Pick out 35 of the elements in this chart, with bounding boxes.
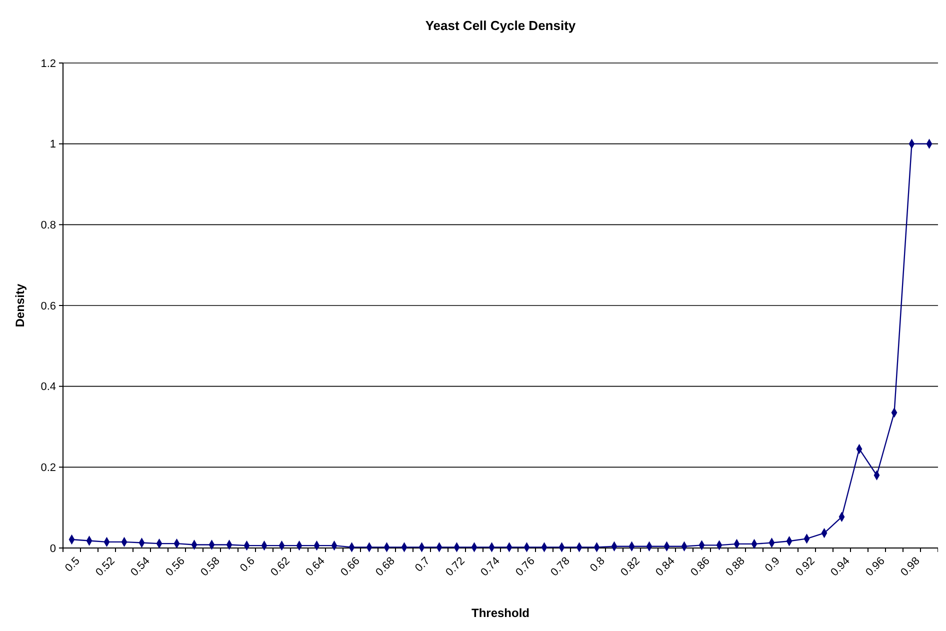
y-tick-label: 1.2 <box>40 58 56 70</box>
x-tick-label: 0.5 <box>63 555 82 574</box>
x-tick-label: 0.56 <box>164 555 188 579</box>
x-tick-label: 0.64 <box>304 555 328 579</box>
x-tick-label: 0.94 <box>828 555 852 579</box>
x-tick-label: 0.98 <box>898 555 922 579</box>
x-tick-label: 0.58 <box>198 555 222 579</box>
x-tick-label: 0.72 <box>444 555 468 579</box>
x-tick-label: 0.6 <box>238 555 258 574</box>
x-tick-label: 0.8 <box>588 555 608 574</box>
y-tick-label: 0.4 <box>40 381 56 394</box>
x-tick-label: 0.52 <box>94 555 118 579</box>
x-tick-label: 0.84 <box>654 555 678 579</box>
x-tick-label: 0.7 <box>413 555 432 574</box>
x-tick-label: 0.86 <box>688 555 712 579</box>
x-axis-title: Threshold <box>471 606 530 620</box>
x-tick-label: 0.9 <box>763 555 782 574</box>
x-tick-label: 0.68 <box>374 555 398 579</box>
y-axis-title: Density <box>13 284 27 328</box>
x-tick-label: 0.66 <box>338 555 362 579</box>
x-tick-label: 0.92 <box>794 555 818 579</box>
y-tick-label: 0 <box>50 542 56 555</box>
x-tick-label: 0.78 <box>548 555 572 579</box>
x-tick-label: 0.82 <box>618 555 642 579</box>
x-tick-label: 0.96 <box>864 555 888 579</box>
x-tick-label: 0.88 <box>724 555 748 579</box>
chart-title: Yeast Cell Cycle Density <box>425 18 576 33</box>
x-tick-label: 0.54 <box>128 555 152 579</box>
y-tick-label: 0.6 <box>40 300 56 312</box>
x-tick-label: 0.76 <box>514 555 538 579</box>
y-tick-label: 0.2 <box>40 462 56 474</box>
x-tick-label: 0.62 <box>268 555 292 579</box>
y-tick-label: 0.8 <box>40 220 56 232</box>
y-tick-label: 1 <box>50 138 56 151</box>
x-tick-label: 0.74 <box>478 555 502 579</box>
